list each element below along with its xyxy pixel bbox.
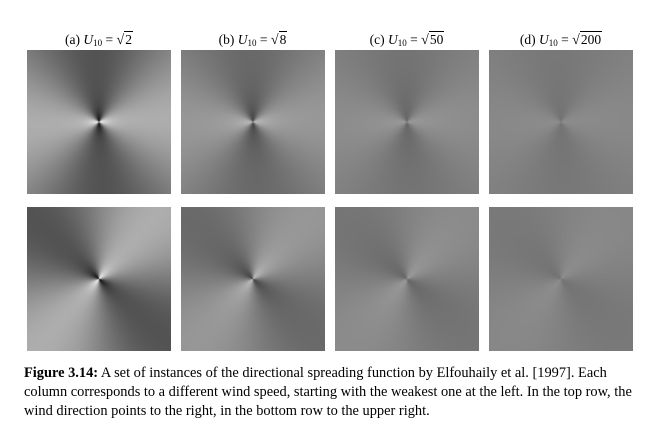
column-title-c: (c) U10 = √50: [369, 31, 445, 48]
panel-b-top: [181, 50, 325, 194]
figure-label: Figure 3.14:: [24, 365, 99, 381]
caption-text: A set of instances of the directional sp…: [24, 365, 632, 419]
column-title-a: (a) U10 = √2: [65, 31, 133, 48]
panel-d-top: [489, 50, 633, 194]
panel-a-top: [27, 50, 171, 194]
panel-d-bottom: [489, 207, 633, 351]
column-title-b: (b) U10 = √8: [218, 31, 288, 48]
panel-b-bottom: [181, 207, 325, 351]
panel-a-bottom: [27, 207, 171, 351]
figure-caption: Figure 3.14: A set of instances of the d…: [24, 364, 648, 421]
panel-c-top: [335, 50, 479, 194]
column-title-d: (d) U10 = √200: [519, 31, 603, 48]
panel-c-bottom: [335, 207, 479, 351]
